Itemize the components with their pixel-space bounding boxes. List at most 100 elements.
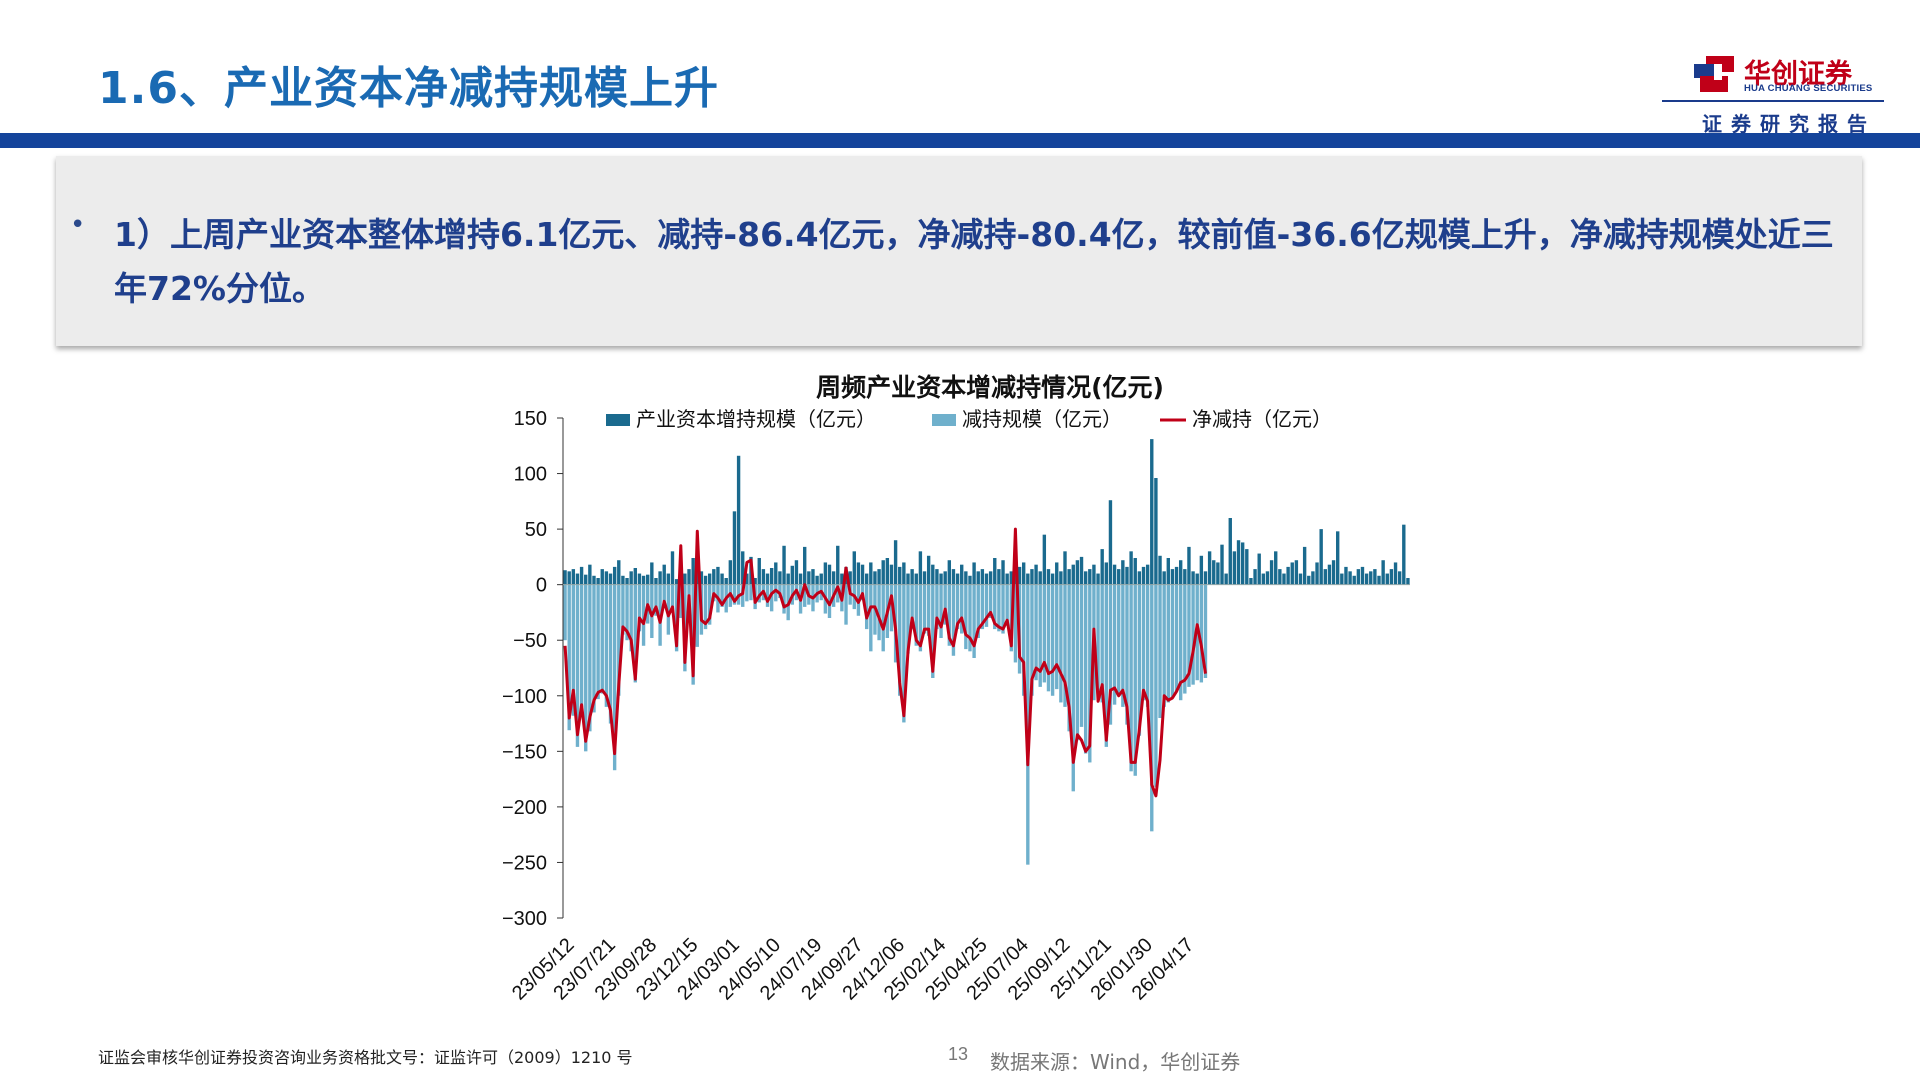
increase-bar <box>1331 560 1336 585</box>
increase-bar <box>1162 571 1166 585</box>
increase-bar <box>1236 540 1241 585</box>
decrease-bar <box>637 584 642 632</box>
increase-bar <box>629 571 633 585</box>
increase-bar <box>893 540 898 585</box>
legend-label-decrease: 减持规模（亿元） <box>962 407 1122 431</box>
increase-bar <box>1245 549 1249 585</box>
chart-legend: 产业资本增持规模（亿元） 减持规模（亿元） 净减持（亿元） <box>606 407 1332 431</box>
increase-bar <box>1381 560 1385 585</box>
increase-bar <box>621 575 625 585</box>
increase-bar <box>1377 575 1381 585</box>
increase-bar <box>1364 573 1369 585</box>
decrease-bar <box>935 584 939 630</box>
increase-bar <box>1323 569 1327 585</box>
decrease-bar <box>939 584 943 638</box>
increase-bar <box>1088 569 1092 585</box>
decrease-bar <box>1013 584 1018 663</box>
decrease-bar <box>1088 584 1092 763</box>
increase-bar <box>1112 564 1117 585</box>
header-rule <box>1662 100 1884 102</box>
increase-bar <box>1360 566 1365 585</box>
increase-bar <box>1170 569 1175 585</box>
increase-bar <box>794 560 799 585</box>
increase-bar <box>637 573 642 585</box>
increase-bar <box>1092 564 1096 585</box>
increase-bar <box>1319 529 1323 585</box>
increase-bar <box>563 570 567 585</box>
increase-bar <box>807 571 811 585</box>
decrease-bar <box>951 584 956 656</box>
decrease-bar <box>1096 584 1100 694</box>
increase-bar <box>633 568 637 585</box>
decrease-bar <box>1137 584 1142 736</box>
increase-bar <box>885 558 890 585</box>
decrease-bar <box>1150 584 1154 832</box>
decrease-bar <box>1121 584 1125 707</box>
increase-bar <box>790 565 795 585</box>
decrease-bar <box>1083 584 1088 754</box>
increase-bar <box>732 511 737 585</box>
decrease-bar <box>1079 584 1084 727</box>
decrease-bar <box>778 584 782 598</box>
summary-callout: • 1）上周产业资本整体增持6.1亿元、减持-86.4亿元，净减持-80.4亿，… <box>56 156 1862 346</box>
decrease-bar <box>1162 584 1166 707</box>
decrease-bar <box>1154 584 1158 787</box>
decrease-bar <box>877 584 881 641</box>
net-line <box>563 527 1207 798</box>
increase-bar <box>575 573 580 585</box>
increase-bar <box>1298 573 1303 585</box>
decrease-bar <box>600 584 604 694</box>
increase-bar <box>1013 569 1018 585</box>
increase-bar <box>1042 534 1047 585</box>
decrease-bar <box>1026 584 1030 865</box>
increase-bar <box>1402 524 1406 585</box>
increase-bar <box>1307 575 1311 585</box>
increase-bar <box>1278 569 1282 585</box>
decrease-bar <box>765 584 770 607</box>
increase-bar <box>761 569 766 585</box>
increase-bar <box>1240 542 1245 585</box>
increase-bar <box>1055 562 1059 585</box>
y-tick-label: −250 <box>502 852 547 874</box>
increase-bar <box>926 555 931 585</box>
increase-bar <box>968 575 972 585</box>
increase-bar <box>1274 551 1278 585</box>
increase-bar <box>1356 569 1361 585</box>
increase-bar <box>1195 573 1199 585</box>
increase-bar <box>1369 571 1373 585</box>
decrease-bar <box>707 584 712 625</box>
increase-bar <box>625 578 629 585</box>
decrease-bar <box>774 584 778 602</box>
increase-bar <box>716 566 720 585</box>
increase-bar <box>831 571 836 585</box>
decrease-bar <box>988 584 993 618</box>
decrease-bar <box>596 584 600 700</box>
decrease-bar <box>1046 584 1051 692</box>
increase-bar <box>864 573 869 585</box>
decrease-bar <box>567 584 571 731</box>
data-source-note: 数据来源：Wind，华创证券 <box>990 1050 1241 1074</box>
decrease-bar <box>621 584 625 635</box>
increase-bar <box>1207 551 1212 585</box>
increase-bar <box>1389 569 1394 585</box>
increase-bar <box>1336 531 1340 585</box>
increase-bar <box>654 578 658 585</box>
decrease-bar <box>972 584 976 658</box>
company-logo: 华创证券 HUA CHUANG SECURITIES <box>1692 52 1872 96</box>
increase-bar <box>984 573 989 585</box>
decrease-bar <box>1191 584 1195 685</box>
decrease-bar <box>1108 584 1113 725</box>
increase-bar <box>1075 560 1080 585</box>
increase-bar <box>1352 575 1356 585</box>
decrease-bar <box>588 584 592 732</box>
increase-bar <box>1050 573 1055 585</box>
y-tick-label: −50 <box>513 630 547 652</box>
decrease-bar <box>955 584 960 630</box>
decrease-bar <box>1203 584 1208 678</box>
decrease-bar <box>654 584 658 616</box>
increase-bar <box>1224 573 1228 585</box>
decrease-bar <box>571 584 576 716</box>
report-type-label: 证券研究报告 <box>1702 112 1876 136</box>
increase-bar <box>1327 564 1332 585</box>
